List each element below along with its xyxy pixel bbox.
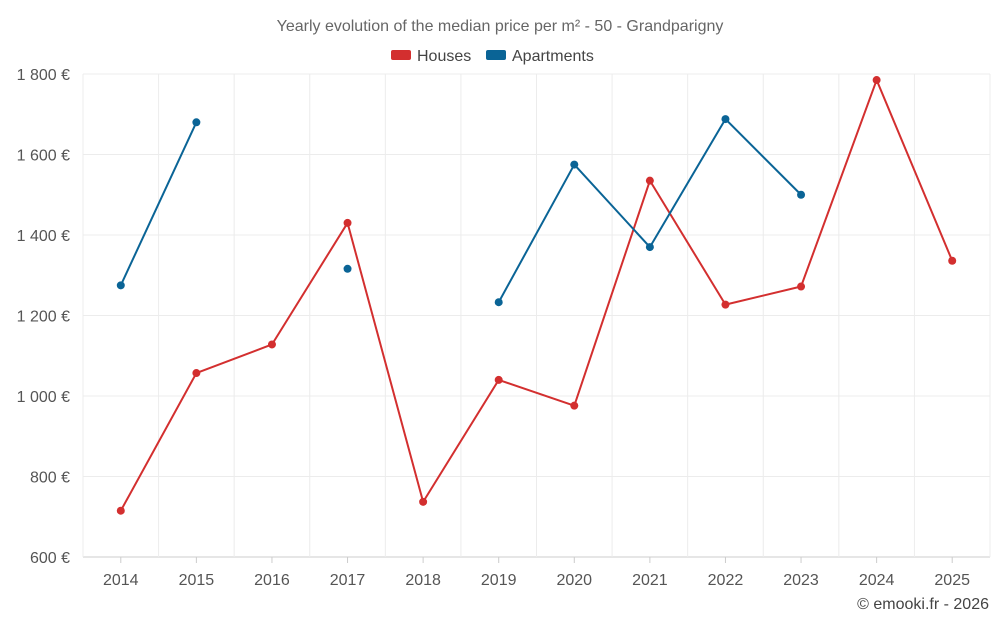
series-houses — [116, 76, 957, 515]
x-tick-label: 2014 — [103, 572, 139, 589]
y-tick-label: 1 000 € — [17, 389, 70, 406]
series-apartments — [116, 115, 806, 307]
legend-label-houses: Houses — [417, 48, 471, 65]
data-point-houses[interactable] — [419, 497, 428, 506]
chart-title: Yearly evolution of the median price per… — [277, 18, 724, 35]
y-tick-label: 1 200 € — [17, 309, 70, 326]
y-tick-label: 600 € — [30, 550, 70, 567]
y-tick-label: 1 400 € — [17, 228, 70, 245]
gridlines — [82, 73, 991, 558]
x-tick-label: 2023 — [783, 572, 819, 589]
x-tick-label: 2015 — [179, 572, 215, 589]
series-layer — [116, 76, 957, 515]
data-point-apartments[interactable] — [570, 160, 579, 169]
x-tick-label: 2019 — [481, 572, 517, 589]
data-point-houses[interactable] — [116, 506, 125, 515]
data-point-houses[interactable] — [948, 256, 957, 265]
data-point-houses[interactable] — [872, 76, 881, 85]
data-point-houses[interactable] — [192, 369, 201, 378]
y-tick-label: 800 € — [30, 470, 70, 487]
series-line-houses — [119, 79, 954, 512]
legend-item-houses[interactable]: Houses — [391, 48, 471, 65]
x-tick-label: 2024 — [859, 572, 895, 589]
data-point-apartments[interactable] — [645, 243, 654, 252]
x-tick-label: 2020 — [556, 572, 592, 589]
data-point-apartments[interactable] — [797, 190, 806, 199]
x-tick-label: 2025 — [934, 572, 970, 589]
credit-text: © emooki.fr - 2026 — [857, 596, 989, 613]
data-point-houses[interactable] — [797, 282, 806, 291]
data-point-houses[interactable] — [267, 340, 276, 349]
series-line-apartments — [497, 118, 802, 303]
data-point-houses[interactable] — [645, 176, 654, 185]
x-tick-label: 2022 — [708, 572, 744, 589]
data-point-apartments[interactable] — [116, 281, 125, 290]
data-point-houses[interactable] — [494, 375, 503, 384]
legend-label-apartments: Apartments — [512, 48, 594, 65]
data-point-apartments[interactable] — [343, 264, 352, 273]
y-tick-label: 1 600 € — [17, 148, 70, 165]
legend-swatch-apartments — [486, 50, 506, 60]
data-point-houses[interactable] — [570, 401, 579, 410]
data-point-houses[interactable] — [343, 218, 352, 227]
x-axis-ticks: 2014 2015 2016 2017 2018 2019 2020 2021 2022 2023… — [103, 557, 970, 589]
x-tick-label: 2021 — [632, 572, 668, 589]
data-point-apartments[interactable] — [721, 115, 730, 124]
data-point-houses[interactable] — [721, 300, 730, 309]
x-tick-label: 2016 — [254, 572, 290, 589]
data-point-apartments[interactable] — [192, 118, 201, 127]
data-point-apartments[interactable] — [494, 298, 503, 307]
legend: Houses Apartments — [391, 48, 594, 65]
y-axis-ticks: 600 € 800 € 1 000 € 1 200 € 1 400 € 1 600 € 1 … — [17, 67, 70, 567]
x-tick-label: 2018 — [405, 572, 441, 589]
y-tick-label: 1 800 € — [17, 67, 70, 84]
legend-swatch-houses — [391, 50, 411, 60]
series-line-apartments — [119, 121, 198, 286]
legend-item-apartments[interactable]: Apartments — [486, 48, 594, 65]
x-tick-label: 2017 — [330, 572, 366, 589]
